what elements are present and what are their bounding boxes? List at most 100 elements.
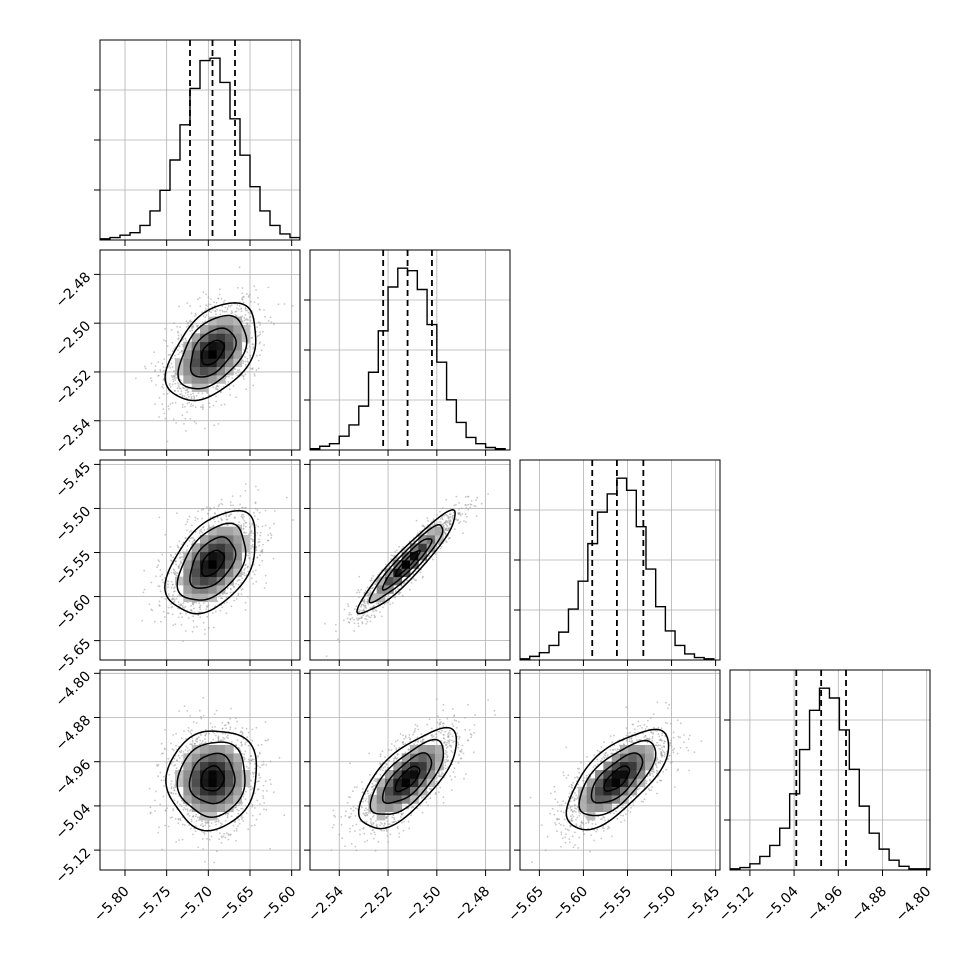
scatter-point <box>237 812 240 815</box>
scatter-point <box>222 301 225 303</box>
scatter-point <box>184 417 187 420</box>
scatter-point <box>166 345 169 347</box>
scatter-point <box>410 806 413 809</box>
density-cell <box>216 753 226 763</box>
scatter-point <box>660 753 663 756</box>
scatter-point <box>208 838 211 841</box>
scatter-point <box>186 402 189 405</box>
scatter-point <box>169 367 172 369</box>
scatter-point <box>162 752 165 755</box>
scatter-point <box>215 709 218 712</box>
scatter-point <box>251 543 254 546</box>
scatter-point <box>444 761 447 764</box>
scatter-point <box>367 812 370 814</box>
density-cell <box>216 316 226 326</box>
density-cell <box>183 366 193 376</box>
scatter-point <box>373 831 376 834</box>
scatter-point <box>397 588 399 591</box>
scatter-point <box>449 523 452 526</box>
scatter-point <box>586 756 588 758</box>
scatter-point <box>227 834 230 836</box>
density-cell <box>595 803 604 813</box>
scatter-point <box>241 807 244 810</box>
density-cell <box>200 325 209 334</box>
scatter-point <box>155 575 158 578</box>
scatter-point <box>229 717 231 720</box>
scatter-point <box>179 612 182 615</box>
density-cell <box>200 576 209 586</box>
scatter-point <box>669 742 671 744</box>
scatter-point <box>197 298 199 301</box>
scatter-point <box>173 587 175 590</box>
scatter-point <box>178 565 180 568</box>
scatter-point <box>444 750 447 752</box>
y-tick-label-2-0: −5.45 <box>53 459 95 501</box>
scatter-point <box>441 771 443 774</box>
scatter-point <box>178 540 181 543</box>
scatter-point <box>455 518 457 521</box>
scatter-point <box>186 529 188 532</box>
scatter-point <box>399 733 402 735</box>
x-tick-label-0-4: −5.60 <box>258 883 300 925</box>
scatter-point <box>246 347 249 350</box>
scatter-point <box>570 815 572 818</box>
scatter-point <box>193 827 196 830</box>
scatter-point <box>596 749 599 752</box>
scatter-point <box>444 752 447 755</box>
scatter-point <box>369 606 372 609</box>
scatter-point <box>184 405 186 408</box>
scatter-point <box>432 735 435 738</box>
scatter-point <box>178 839 181 842</box>
scatter-point <box>688 769 691 772</box>
scatter-point <box>212 386 215 389</box>
scatter-point <box>673 747 676 750</box>
scatter-point <box>264 721 267 723</box>
scatter-point <box>170 603 173 605</box>
density-cell <box>636 770 646 779</box>
density-cell <box>200 560 209 569</box>
scatter-point <box>242 525 245 527</box>
density-cell <box>216 333 226 343</box>
scatter-point <box>460 757 463 760</box>
scatter-point <box>186 323 189 325</box>
scatter-point <box>689 734 691 737</box>
scatter-point <box>475 499 477 502</box>
scatter-point <box>192 537 195 540</box>
scatter-point <box>340 816 343 818</box>
scatter-point <box>451 751 454 754</box>
scatter-point <box>444 764 447 767</box>
density-cells <box>175 745 251 821</box>
scatter-point <box>174 379 177 381</box>
scatter-point <box>142 591 145 594</box>
scatter-point <box>170 606 173 609</box>
scatter-point <box>166 392 169 395</box>
scatter-point <box>685 746 688 749</box>
scatter-point <box>631 740 633 742</box>
scatter-point <box>236 374 239 377</box>
scatter-point <box>390 743 393 745</box>
scatter-point <box>656 766 658 769</box>
scatter-point <box>204 741 207 744</box>
scatter-point <box>148 603 151 606</box>
scatter-point <box>259 322 261 324</box>
scatter-point <box>254 767 256 770</box>
scatter-point <box>214 610 217 613</box>
scatter-point <box>371 816 374 818</box>
scatter-point <box>244 363 247 366</box>
scatter-point <box>493 709 496 712</box>
scatter-point <box>224 813 227 816</box>
scatter-point <box>337 638 339 641</box>
scatter-point <box>255 524 257 527</box>
scatter-point <box>247 744 250 747</box>
density-cell <box>225 543 234 553</box>
density-cell <box>200 350 209 359</box>
scatter-point <box>618 748 620 751</box>
scatter-point <box>361 806 363 809</box>
scatter-point <box>175 422 178 424</box>
scatter-point <box>256 557 259 559</box>
scatter-point <box>246 360 249 363</box>
scatter-point <box>183 387 186 390</box>
scatter-point <box>651 739 654 742</box>
scatter-point <box>445 498 448 501</box>
scatter-point <box>174 571 177 573</box>
